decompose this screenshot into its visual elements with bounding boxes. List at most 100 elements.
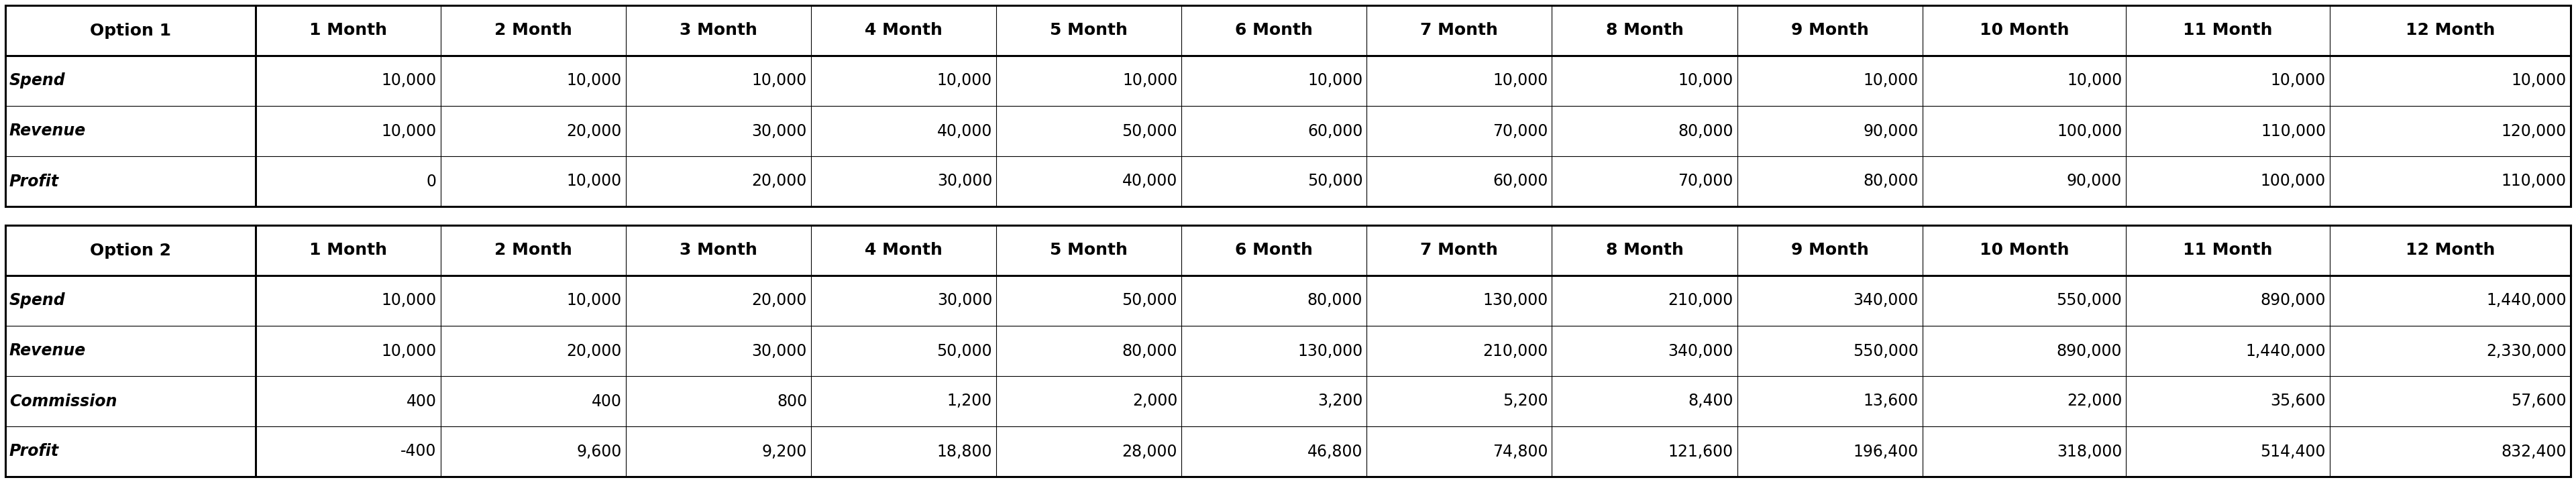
Text: 2,330,000: 2,330,000 [2486,343,2566,359]
Text: 20,000: 20,000 [752,174,806,189]
Text: 5 Month: 5 Month [1051,242,1128,258]
Text: 800: 800 [778,393,806,409]
Text: 12 Month: 12 Month [2406,23,2496,39]
Text: 90,000: 90,000 [1862,123,1919,139]
Text: 30,000: 30,000 [938,293,992,308]
Text: Revenue: Revenue [10,343,85,359]
Text: 318,000: 318,000 [2056,443,2123,459]
Text: 2 Month: 2 Month [495,23,572,39]
Text: 10,000: 10,000 [2269,73,2326,89]
Text: 10,000: 10,000 [567,293,621,308]
Text: 832,400: 832,400 [2501,443,2566,459]
Text: 30,000: 30,000 [752,343,806,359]
Text: 12 Month: 12 Month [2406,242,2496,258]
Text: 7 Month: 7 Month [1419,23,1499,39]
Text: 1,440,000: 1,440,000 [2486,293,2566,308]
Text: 10,000: 10,000 [567,73,621,89]
Text: 40,000: 40,000 [1123,174,1177,189]
Text: 5,200: 5,200 [1502,393,1548,409]
Text: 3 Month: 3 Month [680,23,757,39]
Text: 10,000: 10,000 [381,73,435,89]
Text: 2 Month: 2 Month [495,242,572,258]
Text: 10,000: 10,000 [2512,73,2566,89]
Text: 90,000: 90,000 [2066,174,2123,189]
Text: 121,600: 121,600 [1669,443,1734,459]
Text: 210,000: 210,000 [1667,293,1734,308]
Text: 3 Month: 3 Month [680,242,757,258]
Text: 10,000: 10,000 [381,293,435,308]
Text: 10,000: 10,000 [1677,73,1734,89]
Text: Revenue: Revenue [10,123,85,139]
Text: 80,000: 80,000 [1677,123,1734,139]
Text: 110,000: 110,000 [2262,123,2326,139]
Text: 110,000: 110,000 [2501,174,2566,189]
Text: 50,000: 50,000 [1306,174,1363,189]
Text: 1 Month: 1 Month [309,23,386,39]
Text: Option 2: Option 2 [90,242,170,258]
Text: 13,600: 13,600 [1862,393,1919,409]
Text: 10,000: 10,000 [752,73,806,89]
Text: 0: 0 [428,174,435,189]
Text: 400: 400 [407,393,435,409]
Text: 10,000: 10,000 [1309,73,1363,89]
Text: 50,000: 50,000 [1123,293,1177,308]
Text: 4 Month: 4 Month [866,23,943,39]
Text: 30,000: 30,000 [752,123,806,139]
Text: 10,000: 10,000 [1862,73,1919,89]
Text: 22,000: 22,000 [2066,393,2123,409]
Text: 70,000: 70,000 [1677,174,1734,189]
Text: 30,000: 30,000 [938,174,992,189]
Text: 80,000: 80,000 [1862,174,1919,189]
Text: 9,600: 9,600 [577,443,621,459]
Text: 1 Month: 1 Month [309,242,386,258]
Text: 9 Month: 9 Month [1790,23,1868,39]
Text: Profit: Profit [10,443,59,459]
Text: 18,800: 18,800 [938,443,992,459]
Text: 550,000: 550,000 [2056,293,2123,308]
Text: 3,200: 3,200 [1316,393,1363,409]
Text: 340,000: 340,000 [1667,343,1734,359]
Text: 11 Month: 11 Month [2184,242,2272,258]
Text: 10,000: 10,000 [381,343,435,359]
Text: 80,000: 80,000 [1123,343,1177,359]
Text: 57,600: 57,600 [2512,393,2566,409]
Text: 130,000: 130,000 [1484,293,1548,308]
Text: Commission: Commission [10,393,116,409]
Text: 100,000: 100,000 [2056,123,2123,139]
Text: 1,200: 1,200 [948,393,992,409]
Text: 196,400: 196,400 [1852,443,1919,459]
Text: 10,000: 10,000 [1492,73,1548,89]
Text: 210,000: 210,000 [1484,343,1548,359]
Text: 10,000: 10,000 [567,174,621,189]
Text: 10,000: 10,000 [938,73,992,89]
Text: 100,000: 100,000 [2262,174,2326,189]
Text: 60,000: 60,000 [1309,123,1363,139]
Text: 40,000: 40,000 [938,123,992,139]
Text: Spend: Spend [10,293,64,308]
Text: 340,000: 340,000 [1852,293,1919,308]
Text: 10,000: 10,000 [2066,73,2123,89]
Text: 10,000: 10,000 [381,123,435,139]
Text: 20,000: 20,000 [752,293,806,308]
Text: 10 Month: 10 Month [1978,242,2069,258]
Text: 50,000: 50,000 [938,343,992,359]
Text: -400: -400 [402,443,435,459]
Text: Spend: Spend [10,73,64,89]
Text: 6 Month: 6 Month [1236,23,1314,39]
Text: 28,000: 28,000 [1123,443,1177,459]
Text: 550,000: 550,000 [1852,343,1919,359]
Text: 46,800: 46,800 [1309,443,1363,459]
Text: 890,000: 890,000 [2259,293,2326,308]
Text: 9,200: 9,200 [762,443,806,459]
Text: 70,000: 70,000 [1492,123,1548,139]
Text: 120,000: 120,000 [2501,123,2566,139]
Text: 514,400: 514,400 [2259,443,2326,459]
Text: 130,000: 130,000 [1298,343,1363,359]
Text: 10 Month: 10 Month [1978,23,2069,39]
Text: 8 Month: 8 Month [1605,242,1682,258]
Text: 8 Month: 8 Month [1605,23,1682,39]
Text: Option 1: Option 1 [90,23,170,39]
Text: 4 Month: 4 Month [866,242,943,258]
Text: 80,000: 80,000 [1309,293,1363,308]
Text: 8,400: 8,400 [1687,393,1734,409]
